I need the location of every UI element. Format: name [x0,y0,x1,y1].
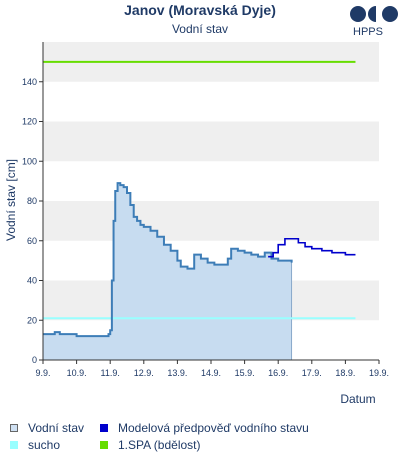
x-tick-label: 18.9. [335,368,355,378]
grid-band [43,161,379,201]
y-tick-label: 100 [22,156,37,166]
legend-label-spa: 1.SPA (bdělost) [118,438,201,452]
y-tick-label: 60 [27,236,37,246]
forecast-line [268,237,356,258]
x-tick-label: 12.9. [134,368,154,378]
y-tick-label: 120 [22,117,37,127]
legend-item-forecast: Modelová předpověď vodního stavu [100,420,309,436]
y-tick-label: 20 [27,315,37,325]
x-tick-label: 16.9. [268,368,288,378]
grid-band [43,201,379,241]
y-tick-label: 0 [32,355,37,365]
legend-label-sucho: sucho [28,438,61,452]
legend-item-spa: 1.SPA (bdělost) [100,437,201,453]
logo-text: HPPS [353,26,383,38]
plot-axes: 0 20 40 60 80 100 120 140 9.9. 10.9. 11.9. 12.9. 13.… [22,42,389,378]
logo-circle-right [382,6,398,22]
legend-label-observed: Vodní stav [28,421,85,435]
plot-background [43,42,379,360]
grid-band [43,81,379,122]
x-tick-label: 9.9. [35,368,50,378]
legend-item-sucho: sucho [10,437,60,453]
x-tick-label: 17.9. [302,368,322,378]
logo-half-circle [368,6,376,22]
x-tick-label: 13.9. [167,368,187,378]
x-tick-label: 15.9. [235,368,255,378]
y-axis-label: Vodní stav [cm] [4,159,18,241]
observed-line [43,182,293,338]
legend: Vodní stav Modelová předpověď vodního st… [10,420,395,456]
legend-swatch-spa [100,441,108,449]
x-axis-label: Datum [340,392,375,406]
logo-circle-left [350,6,366,22]
plot-series [42,60,356,361]
legend-swatch-observed [10,424,18,432]
grid-band [43,121,379,162]
legend-item-observed: Vodní stav [10,420,84,436]
hpps-logo: HPPS [350,6,398,38]
y-tick-label: 140 [22,77,37,87]
chart-subtitle: Vodní stav [172,22,228,36]
legend-swatch-sucho [10,441,18,449]
y-tick-label: 40 [27,276,37,286]
x-tick-label: 14.9. [201,368,221,378]
x-tick-label: 11.9. [101,368,120,378]
x-tick-label: 19.9. [369,368,389,378]
legend-swatch-forecast [100,424,108,432]
legend-label-forecast: Modelová předpověď vodního stavu [118,421,309,435]
chart-title: Janov (Moravská Dyje) [124,2,276,18]
x-tick-label: 10.9. [67,368,87,378]
y-tick-label: 80 [27,196,37,206]
